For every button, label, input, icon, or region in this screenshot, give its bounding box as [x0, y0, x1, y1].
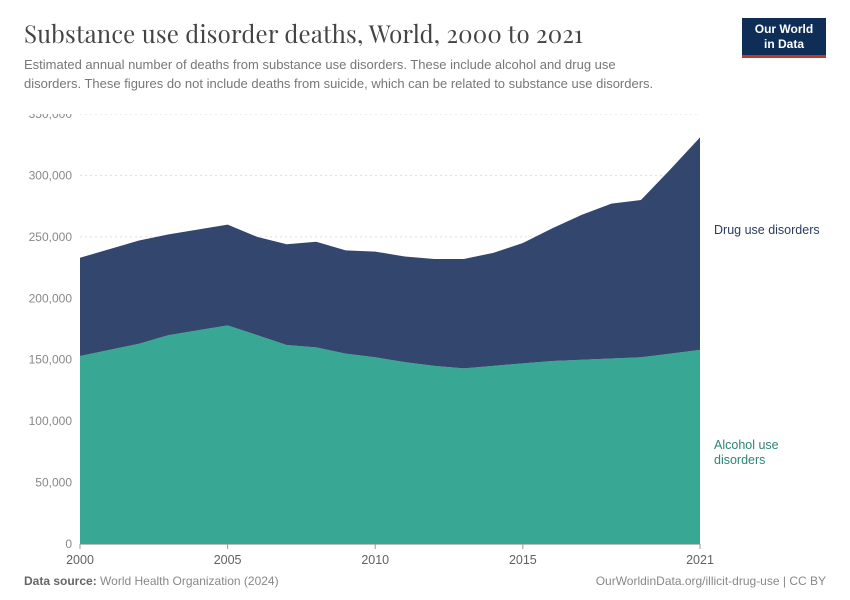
svg-text:2000: 2000 — [66, 553, 94, 567]
series-label-alcohol-use-disorders: disorders — [714, 453, 765, 467]
credit-text: OurWorldinData.org/illicit-drug-use | CC… — [596, 574, 826, 588]
svg-text:250,000: 250,000 — [29, 230, 73, 244]
area-drug-use-disorders — [80, 137, 700, 368]
owid-logo: Our World in Data — [742, 18, 826, 58]
series-label-drug-use-disorders: Drug use disorders — [714, 223, 820, 237]
logo-line2: in Data — [764, 37, 804, 51]
svg-text:0: 0 — [65, 537, 72, 551]
chart-header: Substance use disorder deaths, World, 20… — [0, 0, 850, 102]
logo-line1: Our World — [755, 22, 813, 36]
svg-text:350,000: 350,000 — [29, 114, 73, 121]
series-label-alcohol-use-disorders: Alcohol use — [714, 438, 779, 452]
chart-title: Substance use disorder deaths, World, 20… — [24, 18, 826, 50]
svg-text:50,000: 50,000 — [35, 475, 72, 489]
svg-text:2021: 2021 — [686, 553, 714, 567]
chart-subtitle: Estimated annual number of deaths from s… — [24, 56, 664, 94]
source-value: World Health Organization (2024) — [100, 574, 279, 588]
chart-footer: Data source: World Health Organization (… — [24, 574, 826, 588]
svg-text:2010: 2010 — [361, 553, 389, 567]
chart-container: 0 50,000 100,000 150,000 200,000 250,000 300,0… — [24, 114, 826, 584]
svg-text:150,000: 150,000 — [29, 352, 73, 366]
svg-text:100,000: 100,000 — [29, 414, 73, 428]
source-label: Data source: — [24, 574, 97, 588]
data-source: Data source: World Health Organization (… — [24, 574, 279, 588]
svg-text:2015: 2015 — [509, 553, 537, 567]
stacked-area-chart: 0 50,000 100,000 150,000 200,000 250,000 300,0… — [24, 114, 826, 574]
svg-text:2005: 2005 — [214, 553, 242, 567]
svg-text:200,000: 200,000 — [29, 291, 73, 305]
svg-text:300,000: 300,000 — [29, 168, 73, 182]
